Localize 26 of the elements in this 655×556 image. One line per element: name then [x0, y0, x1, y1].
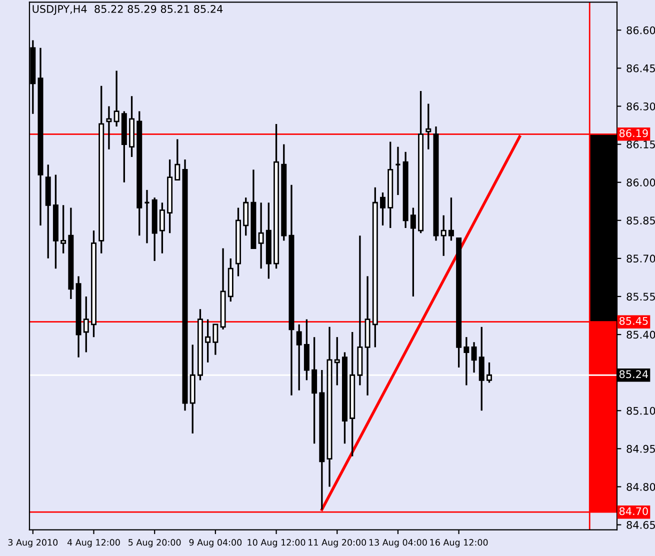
y-tick-label: 85.10 [626, 406, 655, 415]
y-tick-label: 84.65 [626, 521, 655, 529]
y-tick-label: 86.45 [626, 64, 655, 72]
y-tick-label: 84.80 [626, 482, 655, 491]
y-tick-label: 86.60 [626, 26, 655, 34]
ref-line-label: 86.19 [619, 129, 648, 138]
y-tick-label: 86.00 [626, 178, 655, 186]
ref-line-label: 84.70 [619, 507, 648, 516]
x-tick-label: 4 Aug 12:00 [67, 539, 120, 548]
x-tick-label: 5 Aug 20:00 [128, 539, 181, 548]
y-tick-label: 85.85 [626, 216, 655, 224]
x-tick-label: 9 Aug 04:00 [189, 539, 242, 548]
y-tick-label: 84.95 [626, 444, 655, 453]
ref-line-label: 85.24 [619, 370, 648, 378]
x-tick-label: 11 Aug 20:00 [308, 539, 366, 548]
x-tick-label: 13 Aug 04:00 [369, 539, 427, 548]
y-tick-label: 86.15 [626, 140, 655, 148]
x-tick-label: 3 Aug 2010 [8, 539, 58, 548]
chart-title: USDJPY,H4 85.22 85.29 85.21 85.24 [32, 5, 223, 15]
y-tick-label: 85.70 [626, 254, 655, 263]
y-tick-label: 86.30 [626, 102, 655, 110]
y-tick-label: 85.55 [626, 292, 655, 301]
y-tick-label: 85.40 [626, 330, 655, 339]
x-tick-label: 10 Aug 12:00 [248, 539, 306, 548]
x-tick-label: 16 Aug 12:00 [430, 539, 488, 548]
ref-line-label: 85.45 [619, 317, 648, 325]
